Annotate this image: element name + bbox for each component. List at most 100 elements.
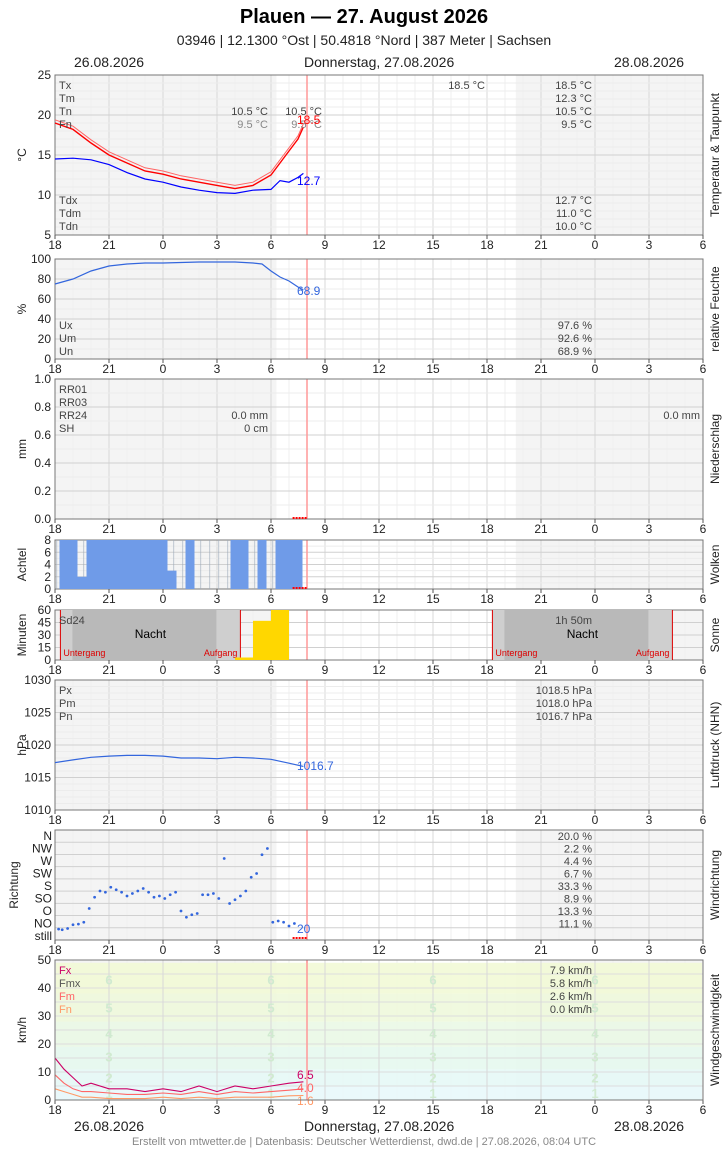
- current-dew-label: 12.7: [297, 174, 321, 188]
- x-tick-label: 3: [646, 813, 653, 827]
- x-tick-label: 18: [48, 238, 62, 252]
- direction-point: [147, 890, 151, 894]
- fn-today-label: 9.5 °C: [291, 119, 322, 131]
- direction-point: [136, 889, 140, 893]
- direction-category-label: still: [35, 929, 52, 943]
- footer-date-right: 28.08.2026: [614, 1118, 685, 1134]
- beaufort-label: 1: [267, 1086, 274, 1101]
- current-fm-label: 4.0: [297, 1081, 314, 1095]
- direction-point: [276, 919, 280, 923]
- x-tick-label: 15: [426, 813, 440, 827]
- x-tick-label: 9: [322, 813, 329, 827]
- today-humidity-value: 92.6 %: [558, 333, 592, 345]
- y-tick-label: 20: [38, 1037, 52, 1051]
- x-tick-label: 6: [268, 522, 275, 536]
- direction-point: [77, 922, 80, 926]
- y-axis-label: %: [15, 303, 29, 314]
- y-tick-label: 0: [44, 352, 51, 366]
- direction-point: [87, 907, 91, 910]
- cloud-bar: [149, 540, 159, 589]
- x-tick-label: 18: [48, 813, 62, 827]
- night-core: [504, 610, 649, 660]
- x-tick-label: 15: [426, 663, 440, 677]
- sunshine-bar: [271, 610, 289, 660]
- cloud-bar: [86, 540, 96, 589]
- night-shade: [515, 830, 703, 940]
- x-tick-label: 3: [214, 813, 221, 827]
- y-tick-label: 0: [44, 653, 51, 667]
- x-tick-label: 3: [646, 943, 653, 957]
- x-tick-label: 6: [700, 813, 707, 827]
- direction-point: [60, 928, 64, 932]
- direction-point: [185, 915, 188, 919]
- x-tick-label: 18: [48, 522, 62, 536]
- direction-point: [271, 920, 275, 924]
- beaufort-label: 2: [105, 1071, 112, 1086]
- night-label: Nacht: [135, 627, 167, 641]
- current-fx-label: 6.5: [297, 1068, 314, 1082]
- y-tick-label: 40: [38, 981, 52, 995]
- today-dew-value: 10.0 °C: [555, 221, 592, 233]
- legend-precip-item: RR01: [59, 384, 87, 396]
- plot-frame: [54, 959, 704, 1101]
- x-tick-label: 3: [646, 663, 653, 677]
- x-tick-label: 21: [534, 943, 548, 957]
- x-tick-label: 3: [214, 362, 221, 376]
- panel-precipitation: 18 21 0 3 6 9 12 15 18 21 0 3 6 1.0 0.8 0.6 0.4 0.2 0.0 mm N…: [15, 372, 722, 536]
- x-tick-label: 12: [372, 362, 386, 376]
- x-tick-label: 21: [102, 592, 116, 606]
- date-right: 28.08.2026: [614, 54, 685, 70]
- today-wind-value: 5.8 km/h: [550, 978, 592, 990]
- legend-humidity-item: Um: [59, 333, 76, 345]
- x-tick-label: 15: [426, 362, 440, 376]
- tx-label: 18.5 °C: [448, 80, 485, 92]
- side-label: Sonne: [708, 617, 722, 652]
- y-tick-label: 60: [38, 292, 52, 306]
- direction-point: [82, 920, 86, 924]
- y-tick-label: 1030: [24, 673, 51, 687]
- x-tick-label: 21: [534, 362, 548, 376]
- side-label: Luftdruck (NHN): [708, 702, 722, 789]
- side-label: Windgeschwindigkeit: [708, 973, 722, 1086]
- x-tick-label: 18: [48, 943, 62, 957]
- y-axis-label: Richtung: [7, 861, 21, 908]
- panel-humidity: 18 21 0 3 6 9 12 15 18 21 0 3 6 100 80 60 40 20 0% relative…: [15, 252, 722, 376]
- today-humidity-value: 97.6 %: [558, 320, 592, 332]
- legend-humidity-item: Ux: [59, 320, 73, 332]
- x-tick-label: 6: [700, 362, 707, 376]
- x-tick-label: 18: [480, 1103, 494, 1117]
- tn-today-label: 10.5 °C: [285, 106, 322, 118]
- y-tick-label: 25: [38, 68, 52, 82]
- x-tick-label: 0: [592, 943, 599, 957]
- today-dew-value: 12.7 °C: [555, 195, 592, 207]
- beaufort-label: 3: [591, 1050, 598, 1065]
- x-tick-label: 3: [214, 943, 221, 957]
- x-tick-label: 3: [646, 592, 653, 606]
- direction-point: [98, 889, 102, 893]
- x-tick-label: 6: [700, 238, 707, 252]
- x-tick-label: 15: [426, 1103, 440, 1117]
- x-tick-label: 18: [480, 813, 494, 827]
- night-shade: [55, 830, 277, 940]
- direction-point: [131, 892, 134, 895]
- legend-temp-item: Tx: [59, 80, 72, 92]
- x-tick-label: 18: [480, 663, 494, 677]
- x-tick-label: 18: [480, 362, 494, 376]
- x-tick-label: 9: [322, 592, 329, 606]
- x-tick-label: 9: [322, 1103, 329, 1117]
- x-tick-label: 6: [268, 813, 275, 827]
- current-humidity-label: 68.9: [297, 284, 321, 298]
- beaufort-label: 3: [267, 1050, 274, 1065]
- x-tick-label: 9: [322, 522, 329, 536]
- x-tick-label: 21: [102, 943, 116, 957]
- cloud-bar: [59, 540, 69, 589]
- beaufort-label: 4: [267, 1026, 275, 1041]
- sunrise-label: Aufgang: [204, 648, 238, 658]
- direction-point: [66, 927, 69, 930]
- beaufort-label: 2: [591, 1071, 598, 1086]
- y-axis-label: °C: [15, 148, 29, 162]
- cloud-bar: [140, 540, 150, 589]
- x-tick-label: 6: [700, 663, 707, 677]
